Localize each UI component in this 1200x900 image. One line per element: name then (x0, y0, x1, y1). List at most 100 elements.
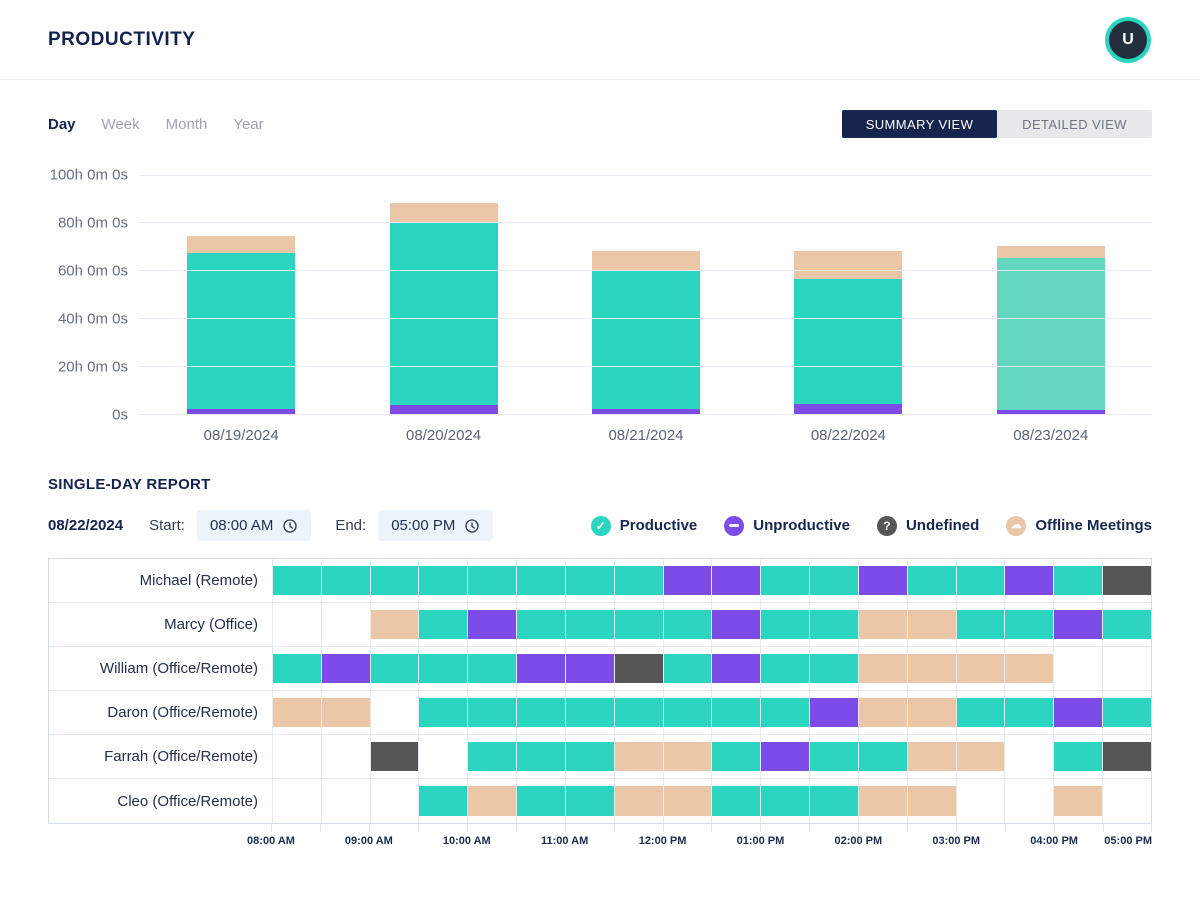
timeline-block-productive[interactable] (419, 654, 468, 683)
timeline-block-productive[interactable] (810, 566, 858, 595)
timeline-block-productive[interactable] (273, 654, 321, 683)
timeline-block-productive[interactable] (956, 566, 1005, 595)
timeline-block-unproductive[interactable] (1054, 698, 1103, 727)
chart-bar-08-22-2024[interactable] (794, 250, 903, 415)
timeline-block-productive[interactable] (370, 654, 419, 683)
timeline-block-offline[interactable] (663, 786, 712, 816)
chart-bar-08-20-2024[interactable] (389, 202, 498, 415)
timeline-block-offline[interactable] (858, 610, 907, 639)
timeline-block-productive[interactable] (663, 654, 712, 683)
timeline-block-offline[interactable] (370, 610, 419, 639)
timeline-block-offline[interactable] (907, 698, 956, 727)
timeline-block-offline[interactable] (858, 698, 907, 727)
end-time-field[interactable]: 05:00 PM (378, 510, 494, 541)
timeline-block-productive[interactable] (956, 610, 1005, 639)
timeline-block-productive[interactable] (1005, 610, 1054, 639)
tab-year[interactable]: Year (233, 115, 264, 133)
timeline-block-unproductive[interactable] (565, 654, 614, 683)
timeline-block-productive[interactable] (565, 698, 614, 727)
timeline-block-productive[interactable] (468, 566, 517, 595)
timeline-block-unproductive[interactable] (663, 566, 712, 595)
timeline-block-undefined[interactable] (1103, 566, 1151, 595)
timeline-block-productive[interactable] (712, 786, 761, 816)
timeline-block-unproductive[interactable] (712, 566, 761, 595)
timeline-block-productive[interactable] (565, 610, 614, 639)
timeline-block-offline[interactable] (663, 742, 712, 771)
timeline-block-productive[interactable] (810, 610, 858, 639)
timeline-block-undefined[interactable] (614, 654, 663, 683)
timeline-block-productive[interactable] (761, 610, 810, 639)
chart-bar-08-19-2024[interactable] (187, 236, 296, 415)
timeline-block-productive[interactable] (810, 786, 858, 816)
timeline-block-offline[interactable] (468, 786, 517, 816)
timeline-block-unproductive[interactable] (810, 698, 858, 727)
timeline-block-productive[interactable] (517, 610, 565, 639)
timeline-block-offline[interactable] (1054, 786, 1103, 816)
timeline-block-unproductive[interactable] (321, 654, 370, 683)
timeline-block-productive[interactable] (663, 610, 712, 639)
timeline-block-productive[interactable] (517, 786, 565, 816)
timeline-block-undefined[interactable] (370, 742, 419, 771)
tab-week[interactable]: Week (101, 115, 140, 133)
timeline-block-offline[interactable] (858, 654, 907, 683)
view-toggle-detailed-view[interactable]: DETAILED VIEW (997, 110, 1152, 138)
chart-bar-08-21-2024[interactable] (591, 250, 700, 415)
timeline-block-productive[interactable] (321, 566, 370, 595)
timeline-block-productive[interactable] (1103, 698, 1151, 727)
timeline-block-unproductive[interactable] (761, 742, 810, 771)
timeline-block-unproductive[interactable] (468, 610, 517, 639)
timeline-block-productive[interactable] (517, 698, 565, 727)
view-toggle-summary-view[interactable]: SUMMARY VIEW (842, 110, 997, 138)
timeline-block-productive[interactable] (712, 698, 761, 727)
timeline-block-productive[interactable] (565, 566, 614, 595)
tab-month[interactable]: Month (165, 115, 208, 133)
timeline-block-productive[interactable] (1054, 566, 1103, 595)
timeline-block-unproductive[interactable] (858, 566, 907, 595)
timeline-block-offline[interactable] (956, 742, 1005, 771)
timeline-block-offline[interactable] (907, 610, 956, 639)
timeline-block-productive[interactable] (761, 786, 810, 816)
timeline-block-offline[interactable] (907, 786, 956, 816)
timeline-block-productive[interactable] (1005, 698, 1054, 727)
timeline-block-unproductive[interactable] (712, 654, 761, 683)
timeline-block-offline[interactable] (907, 654, 956, 683)
timeline-block-productive[interactable] (419, 610, 468, 639)
timeline-block-productive[interactable] (663, 698, 712, 727)
timeline-block-productive[interactable] (712, 742, 761, 771)
timeline-block-undefined[interactable] (1103, 742, 1151, 771)
timeline-block-productive[interactable] (907, 566, 956, 595)
timeline-block-offline[interactable] (273, 698, 321, 727)
timeline-block-productive[interactable] (761, 654, 810, 683)
timeline-block-productive[interactable] (858, 742, 907, 771)
timeline-block-offline[interactable] (321, 698, 370, 727)
timeline-block-offline[interactable] (907, 742, 956, 771)
timeline-block-productive[interactable] (468, 698, 517, 727)
timeline-block-productive[interactable] (273, 566, 321, 595)
timeline-block-productive[interactable] (419, 566, 468, 595)
timeline-block-offline[interactable] (956, 654, 1005, 683)
timeline-block-offline[interactable] (614, 786, 663, 816)
timeline-block-productive[interactable] (810, 654, 858, 683)
user-avatar[interactable]: U (1109, 20, 1147, 59)
timeline-block-productive[interactable] (419, 786, 468, 816)
timeline-block-productive[interactable] (761, 698, 810, 727)
timeline-block-productive[interactable] (761, 566, 810, 595)
timeline-block-productive[interactable] (614, 698, 663, 727)
timeline-block-productive[interactable] (1103, 610, 1151, 639)
timeline-block-productive[interactable] (468, 654, 517, 683)
timeline-block-unproductive[interactable] (517, 654, 565, 683)
tab-day[interactable]: Day (48, 115, 76, 133)
timeline-block-offline[interactable] (614, 742, 663, 771)
timeline-block-offline[interactable] (1005, 654, 1054, 683)
timeline-block-unproductive[interactable] (712, 610, 761, 639)
timeline-block-productive[interactable] (614, 566, 663, 595)
timeline-block-productive[interactable] (810, 742, 858, 771)
chart-bar-08-23-2024[interactable] (996, 245, 1105, 415)
timeline-block-productive[interactable] (419, 698, 468, 727)
timeline-block-productive[interactable] (517, 742, 565, 771)
timeline-block-offline[interactable] (858, 786, 907, 816)
timeline-block-productive[interactable] (565, 786, 614, 816)
timeline-block-productive[interactable] (956, 698, 1005, 727)
timeline-block-productive[interactable] (370, 566, 419, 595)
timeline-block-productive[interactable] (614, 610, 663, 639)
